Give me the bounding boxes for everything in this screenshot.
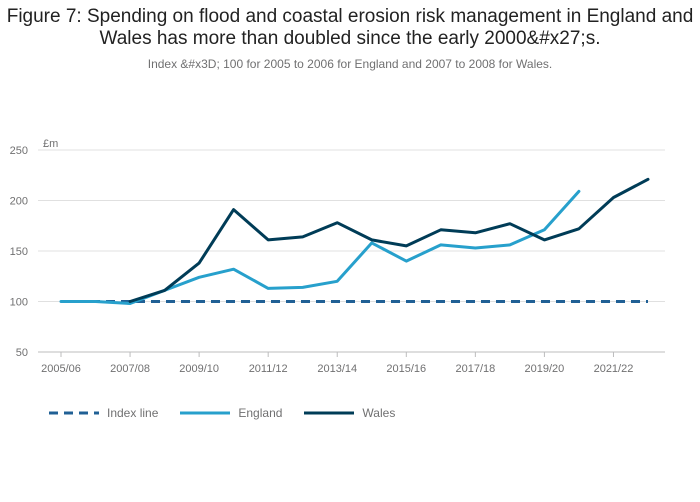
x-axis: 2005/06 2007/08 2009/10 2011/12 2013/14 2015/… xyxy=(38,351,665,375)
y-tick-label: 200 xyxy=(10,196,28,208)
series-line-england xyxy=(59,189,581,305)
y-tick-label: 150 xyxy=(10,246,28,258)
x-tick-label: 2021/22 xyxy=(594,363,634,375)
gridlines xyxy=(38,149,665,302)
y-tick-label: 250 xyxy=(10,145,28,157)
legend-label-england: England xyxy=(238,406,283,420)
legend-label-wales: Wales xyxy=(362,406,396,420)
legend-label-index: Index line xyxy=(107,406,159,420)
y-axis: 50 100 150 200 250 xyxy=(10,145,28,359)
chart-subtitle: Index &#x3D; 100 for 2005 to 2006 for En… xyxy=(147,57,553,71)
y-tick-label: 50 xyxy=(16,347,28,359)
x-tick-label: 2015/16 xyxy=(386,363,426,375)
legend-item-england[interactable]: England xyxy=(178,406,282,420)
legend-item-wales[interactable]: Wales xyxy=(302,406,395,420)
y-axis-unit: £m xyxy=(43,138,58,150)
x-tick-label: 2013/14 xyxy=(317,363,357,375)
legend: Index line England Wales xyxy=(47,406,415,420)
x-tick-label: 2011/12 xyxy=(249,363,288,375)
chart-title: Figure 7: Spending on flood and coastal … xyxy=(6,6,694,49)
y-tick-label: 100 xyxy=(10,297,28,309)
legend-swatch-wales xyxy=(304,411,355,415)
series-lines xyxy=(59,177,650,305)
x-tick-label: 2009/10 xyxy=(179,363,219,375)
legend-swatch-index xyxy=(49,411,99,415)
x-tick-label: 2019/20 xyxy=(525,363,565,375)
series-line-wales xyxy=(128,177,650,303)
x-tick-label: 2017/18 xyxy=(455,363,495,375)
legend-swatch-england xyxy=(180,411,231,415)
x-tick-label: 2005/06 xyxy=(41,363,81,375)
x-tick-label: 2007/08 xyxy=(110,363,150,375)
line-chart: 50 100 150 200 250 2005/06 2007/08 2009/10 2011… xyxy=(10,138,665,375)
legend-item-index[interactable]: Index line xyxy=(47,406,158,420)
